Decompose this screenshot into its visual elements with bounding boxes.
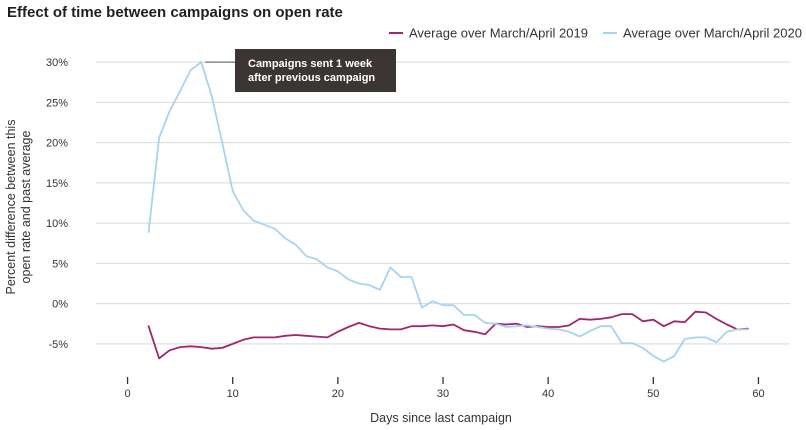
y-tick-label: 20% [46, 138, 68, 150]
annotation: Campaigns sent 1 week after previous camp… [205, 49, 396, 92]
y-axis-ticks: -5% 0% 5% 10% 15% 20% 25% 30% [46, 57, 68, 351]
x-axis-label: Days since last campaign [370, 411, 512, 425]
y-axis-label: Percent difference between thisopen rate… [4, 120, 33, 295]
gridlines [96, 61, 790, 345]
annotation-box [235, 49, 396, 92]
x-tick-label: 40 [542, 388, 554, 400]
y-axis-label-line: Percent difference between this [4, 120, 18, 295]
y-tick-label: 25% [46, 97, 68, 109]
legend: Average over March/April 2019 Average ove… [389, 26, 802, 41]
series-lines [147, 61, 749, 363]
x-tick-label: 50 [647, 388, 659, 400]
chart-title: Effect of time between campaigns on open… [7, 4, 343, 21]
annotation-text: after previous campaign [248, 72, 375, 84]
x-tick-label: 60 [752, 388, 764, 400]
y-axis-label-line: open rate and past average [19, 131, 33, 284]
y-tick-label: 30% [46, 57, 68, 69]
x-tick-label: 30 [437, 388, 449, 400]
y-tick-label: 15% [46, 178, 68, 190]
y-tick-label: 10% [46, 218, 68, 230]
x-axis-ticks: 0 10 20 30 40 50 60 [124, 377, 765, 400]
legend-label: Average over March/April 2019 [409, 26, 588, 41]
series-line [147, 61, 749, 363]
x-tick-label: 10 [227, 388, 239, 400]
y-tick-label: -5% [48, 339, 68, 351]
y-tick-label: 5% [52, 258, 68, 270]
x-tick-label: 20 [332, 388, 344, 400]
legend-label: Average over March/April 2020 [623, 26, 802, 41]
series-line [147, 310, 749, 360]
annotation-text: Campaigns sent 1 week [248, 58, 373, 70]
y-tick-label: 0% [52, 299, 68, 311]
x-tick-label: 0 [124, 388, 130, 400]
